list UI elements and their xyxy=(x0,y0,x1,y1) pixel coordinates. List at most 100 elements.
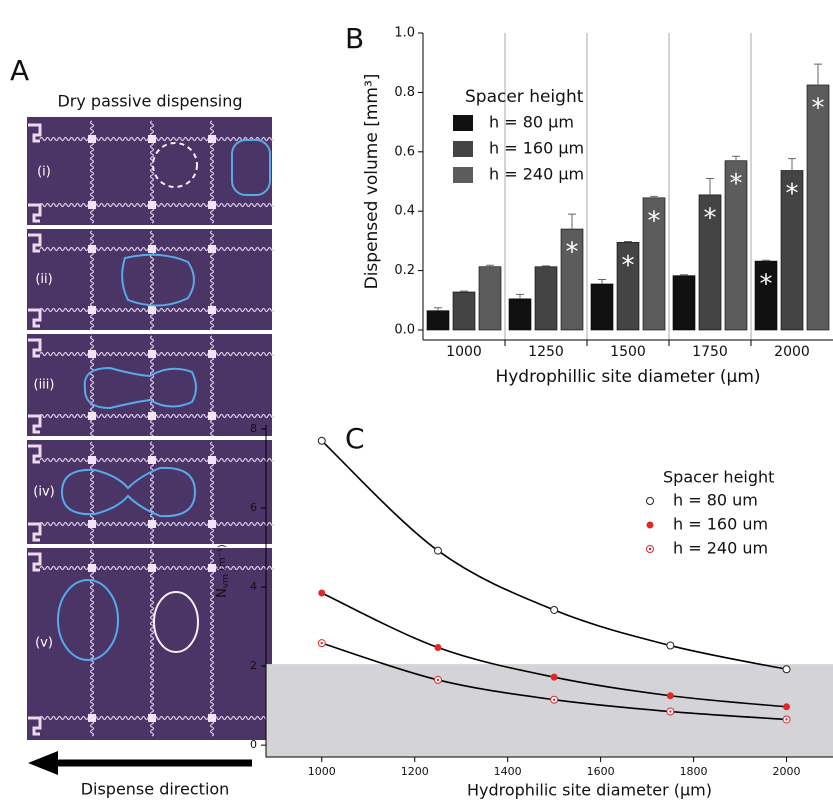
point-dot xyxy=(648,547,652,551)
bar-annotation: * xyxy=(730,169,743,199)
electrode-pad xyxy=(88,456,96,464)
electrode-line xyxy=(209,549,215,737)
bar xyxy=(672,275,696,331)
bar-annotation: * xyxy=(566,238,579,268)
electrode-line xyxy=(39,351,275,357)
x-tick-label: 1500 xyxy=(610,344,646,360)
bar-annotation: * xyxy=(760,270,773,300)
comb xyxy=(28,552,42,736)
point xyxy=(317,436,326,445)
electrode-line xyxy=(39,413,275,419)
shaded-region xyxy=(266,664,833,757)
electrode-line xyxy=(39,521,275,527)
electrode-pad xyxy=(208,245,216,253)
droplets xyxy=(57,139,271,661)
electrode-pad xyxy=(148,135,156,143)
comb xyxy=(28,233,42,328)
bar xyxy=(508,298,532,331)
x-tick-label: 1750 xyxy=(692,344,728,360)
legend-label: h = 80 μm xyxy=(489,113,574,132)
legend-label: h = 240 μm xyxy=(489,165,584,184)
y-tick-label: 0.0 xyxy=(394,323,415,338)
point xyxy=(782,665,791,674)
point xyxy=(783,703,791,711)
point xyxy=(318,589,326,597)
y-tick-label: 1.0 xyxy=(394,26,415,41)
electrode-pad xyxy=(88,306,96,314)
bar-annotation: * xyxy=(812,93,825,123)
point-dot xyxy=(552,698,556,701)
y-tick-label: 4 xyxy=(250,580,257,593)
error-bar xyxy=(598,279,606,284)
error-bar xyxy=(624,240,632,243)
panel-a: A Dry passive dispensing (i) (ii) (iii) (iv… xyxy=(10,54,275,799)
legend-title: Spacer height xyxy=(465,87,584,107)
frame-divider xyxy=(27,330,272,334)
error-bar xyxy=(762,259,770,262)
error-bar xyxy=(706,178,714,195)
x-tick-label: 1000 xyxy=(308,765,336,778)
frame-divider xyxy=(27,544,272,548)
error-bar xyxy=(732,155,740,161)
electrode-line xyxy=(39,246,275,252)
droplet xyxy=(231,139,271,196)
x-tick-label: 2000 xyxy=(773,765,801,778)
error-bar xyxy=(486,264,494,267)
error-bar xyxy=(542,265,550,267)
bar xyxy=(590,283,614,331)
y-axis-label: Dispensed volume [mm³] xyxy=(362,74,382,290)
error-bar xyxy=(788,158,796,171)
electrode-line xyxy=(39,565,275,571)
frame-label: (v) xyxy=(35,636,53,651)
electrode-pad xyxy=(208,135,216,143)
electrode-pad xyxy=(208,714,216,722)
point xyxy=(666,692,674,700)
x-tick-label: 1400 xyxy=(494,765,522,778)
frame-divider xyxy=(27,225,272,229)
y-axis-label-part: (m⁻¹) xyxy=(217,544,228,571)
frame-label: (iv) xyxy=(33,485,54,500)
point xyxy=(666,641,675,650)
y-tick-label: 0 xyxy=(250,738,257,751)
frames: (i) (ii) (iii) (iv) (v) xyxy=(27,165,272,651)
electrode-pad xyxy=(148,412,156,420)
legend-label: h = 240 um xyxy=(673,539,768,558)
error-bar xyxy=(814,63,822,85)
electrodes xyxy=(28,120,275,737)
legend-swatch xyxy=(453,167,473,183)
electrode-pad xyxy=(208,350,216,358)
y-tick-label: 0.6 xyxy=(394,144,415,159)
electrode-pad xyxy=(148,714,156,722)
chart-c: C 0 2 4 6 8 1000 1200 1400 1600 1800 2000 Hydrophili… xyxy=(215,422,833,800)
electrode-line xyxy=(39,202,275,208)
comb xyxy=(28,123,42,223)
droplet xyxy=(153,591,199,653)
droplet xyxy=(57,579,119,661)
point-dot xyxy=(669,710,672,713)
x-tick-label: 1200 xyxy=(401,765,429,778)
electrode-pad xyxy=(88,714,96,722)
panel-letter: C xyxy=(345,422,365,455)
legend-label: h = 80 um xyxy=(673,491,758,510)
point xyxy=(646,521,654,529)
y-axis-label-part: N xyxy=(215,588,230,598)
y-tick-label: 6 xyxy=(250,501,257,514)
frame-label: (iii) xyxy=(34,378,55,393)
chart-b: B 0.0 0.2 0.4 0.6 0.8 1.0 1000 1250 * 1500 * * 1750 * *… xyxy=(345,22,833,387)
legend-swatch xyxy=(453,115,473,131)
chip-photo xyxy=(27,117,272,740)
electrode-pad xyxy=(208,201,216,209)
electrode-line xyxy=(149,549,155,737)
bar-annotation: * xyxy=(704,203,717,233)
point xyxy=(434,644,442,652)
frame-label: (ii) xyxy=(35,272,52,287)
x-axis-label: Hydrophillic site diameter (μm) xyxy=(495,367,760,387)
error-bar xyxy=(434,307,442,311)
y-tick-label: 0.4 xyxy=(394,204,415,219)
y-tick-label: 0.2 xyxy=(394,263,415,278)
x-tick-label: 1600 xyxy=(587,765,615,778)
bar xyxy=(478,266,502,331)
x-tick-label: 1800 xyxy=(680,765,708,778)
droplet-outline xyxy=(152,142,198,188)
y-axis-label: Nvm (m⁻¹) xyxy=(215,544,231,598)
